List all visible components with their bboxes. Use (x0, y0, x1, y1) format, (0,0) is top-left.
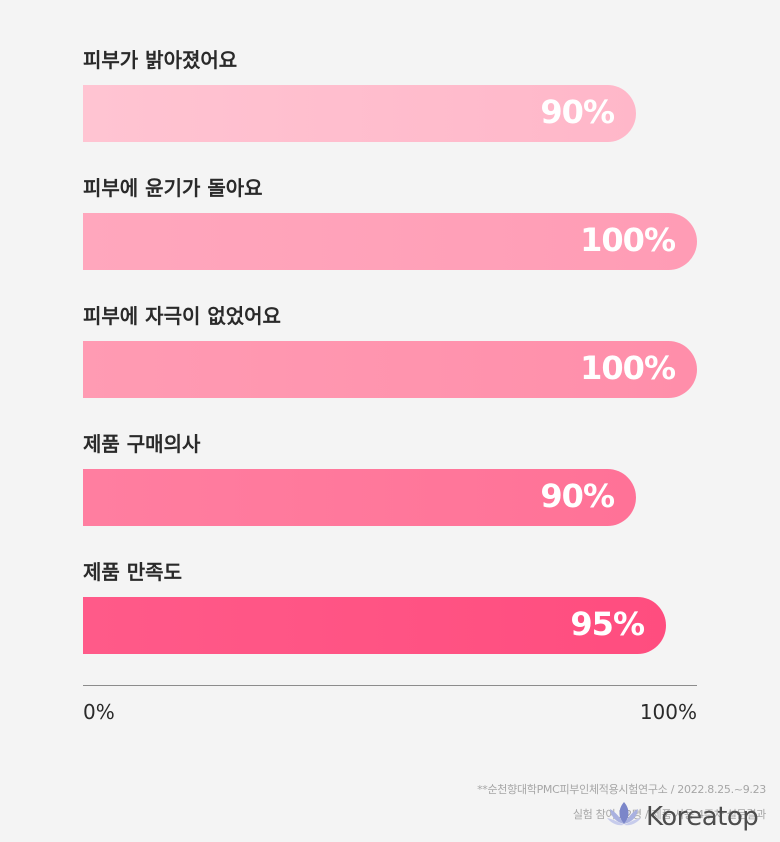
footnote-source: **순천향대학PMC피부인체적용시험연구소 / 2022.8.25.~9.23 (477, 783, 766, 796)
bar-value-label: 90% (540, 477, 615, 515)
bar: 100% (83, 213, 697, 270)
logo: Koreatop (606, 800, 759, 834)
bar-value-label: 95% (570, 605, 645, 643)
bar-category-label: 제품 만족도 (83, 560, 182, 584)
bar: 100% (83, 341, 697, 398)
bar: 90% (83, 469, 636, 526)
x-axis-line (83, 685, 697, 686)
bar-category-label: 제품 구매의사 (83, 432, 201, 456)
bar: 95% (83, 597, 666, 654)
bar-value-label: 90% (540, 93, 615, 131)
x-tick-label-min: 0% (83, 700, 115, 724)
bar-value-label: 100% (580, 349, 676, 387)
x-tick-label-max: 100% (639, 700, 697, 724)
bar-category-label: 피부에 윤기가 돌아요 (83, 176, 263, 200)
bar: 90% (83, 85, 636, 142)
bar-category-label: 피부에 자극이 없었어요 (83, 304, 281, 328)
lotus-icon (606, 800, 642, 834)
bar-category-label: 피부가 밝아졌어요 (83, 48, 238, 72)
logo-text: Koreatop (646, 802, 759, 832)
bar-value-label: 100% (580, 221, 676, 259)
